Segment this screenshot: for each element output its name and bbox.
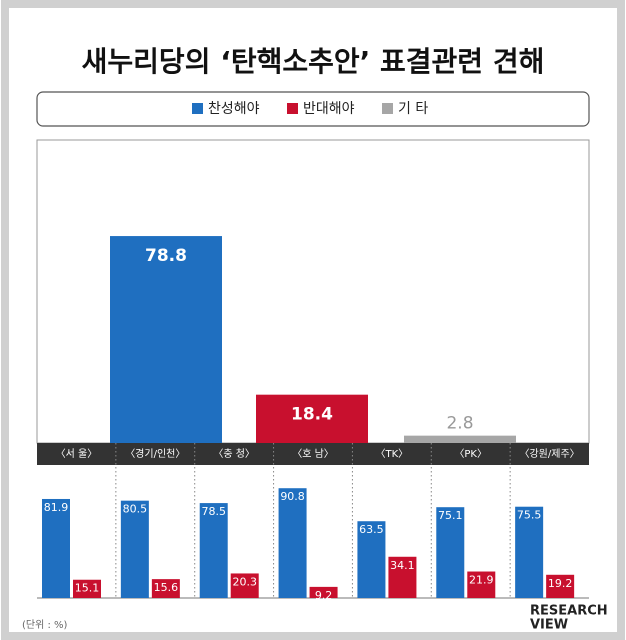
- legend-swatch: [382, 103, 393, 114]
- value-label: 63.5: [359, 523, 384, 536]
- bar: [309, 586, 338, 598]
- bar: [110, 236, 222, 443]
- value-label: 2.8: [446, 414, 473, 434]
- bar: [73, 579, 101, 598]
- region-label: 〈PK〉: [454, 448, 487, 460]
- value-label: 90.8: [280, 490, 305, 503]
- value-label: 19.2: [548, 577, 573, 590]
- bar: [151, 579, 180, 598]
- bar: [388, 556, 417, 598]
- unit-note: (단위 : %): [22, 618, 68, 631]
- title: 새누리당의 ‘탄핵소추안’ 표결관련 견해: [82, 45, 545, 78]
- region-band: [37, 443, 589, 465]
- region-label: 〈TK〉: [376, 448, 409, 460]
- bar: [42, 498, 70, 598]
- bar: [467, 571, 496, 598]
- value-label: 75.1: [438, 509, 463, 522]
- value-label: 80.5: [123, 503, 148, 516]
- value-label: 20.3: [232, 575, 257, 588]
- value-label: 21.9: [469, 574, 494, 587]
- legend-box: [36, 91, 590, 127]
- region-label: 〈강원/제주〉: [519, 448, 579, 460]
- value-label: 34.1: [390, 559, 415, 572]
- bar: [120, 500, 149, 598]
- value-label: 15.6: [154, 581, 179, 594]
- bar: [357, 521, 386, 598]
- bar: [515, 506, 544, 598]
- legend-label: 기 타: [398, 101, 428, 117]
- bar: [199, 503, 228, 598]
- value-label: 15.1: [75, 582, 100, 595]
- region-label: 〈서 울〉: [56, 448, 98, 460]
- logo-line1: RESEARCH: [530, 604, 608, 619]
- bar: [230, 573, 259, 598]
- legend-label: 찬성해야: [208, 101, 260, 117]
- bar: [256, 394, 368, 443]
- value-label: 78.5: [201, 505, 226, 518]
- bar: [546, 574, 575, 598]
- bar: [404, 435, 516, 443]
- value-label: 9.2: [315, 589, 333, 602]
- bar: [436, 507, 465, 598]
- legend-label: 반대해야: [303, 101, 355, 117]
- region-label: 〈경기/인천〉: [125, 447, 185, 460]
- value-label: 18.4: [291, 405, 333, 425]
- legend-swatch: [192, 103, 203, 114]
- value-label: 81.9: [44, 501, 69, 514]
- bar: [278, 488, 307, 598]
- value-label: 78.8: [145, 246, 187, 266]
- legend-swatch: [287, 103, 298, 114]
- logo-line2: VIEW: [530, 618, 568, 633]
- region-label: 〈충 청〉: [213, 448, 255, 460]
- value-label: 75.5: [517, 509, 542, 522]
- region-label: 〈호 남〉: [292, 448, 334, 460]
